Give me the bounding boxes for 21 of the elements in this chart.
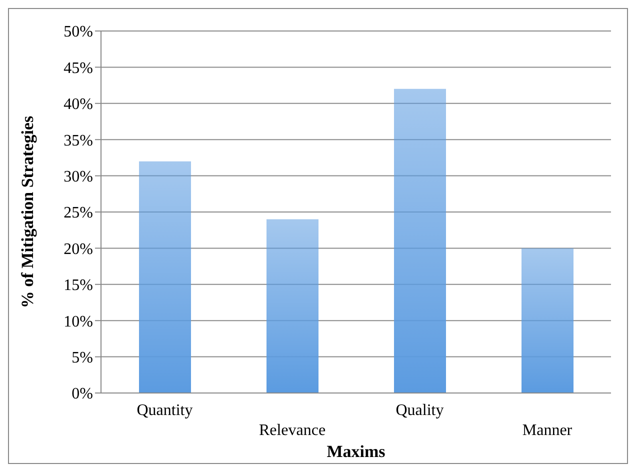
x-tick-label: Quality <box>396 402 444 419</box>
y-axis-title: % of Mitigation Strategies <box>18 116 38 308</box>
x-tick-label: Manner <box>522 422 573 439</box>
y-tick-label: 0% <box>72 386 93 403</box>
y-tick-label: 30% <box>64 168 93 186</box>
y-tick-label: 5% <box>72 349 93 366</box>
y-tick-label: 50% <box>64 24 93 41</box>
y-tick-label: 20% <box>64 240 93 258</box>
x-axis-title: Maxims <box>326 442 386 461</box>
y-tick-label: 35% <box>64 132 93 150</box>
y-tick-label: 40% <box>64 96 93 114</box>
y-tick-label: 45% <box>64 60 93 77</box>
bar <box>522 248 574 393</box>
y-tick-label: 15% <box>64 277 93 294</box>
x-tick-label: Relevance <box>258 422 326 439</box>
bar <box>139 161 191 393</box>
x-tick-label: Quantity <box>136 402 193 419</box>
y-tick-label: 25% <box>64 204 93 222</box>
bar <box>394 88 446 393</box>
y-tick-label: 10% <box>64 313 93 330</box>
bar <box>266 219 318 393</box>
